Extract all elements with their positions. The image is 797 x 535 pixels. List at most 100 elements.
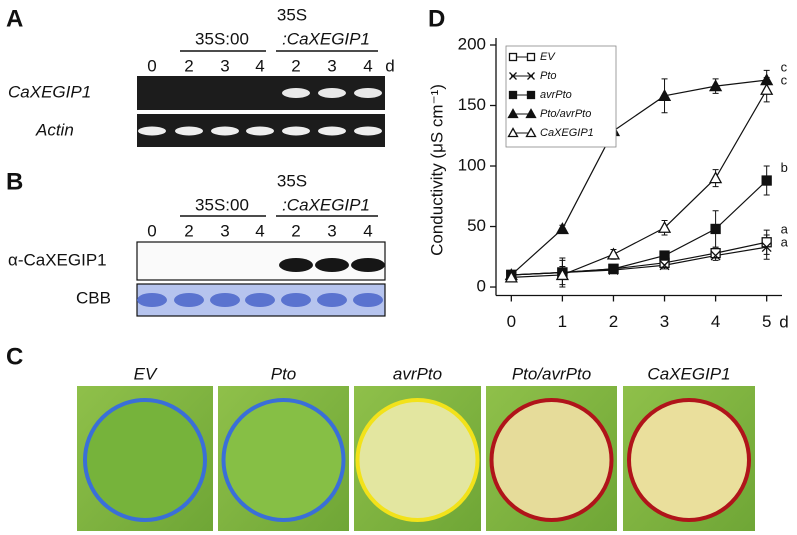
blot-band — [245, 293, 275, 307]
leaf-area — [357, 400, 478, 520]
series-line — [511, 241, 767, 276]
y-axis-label: Conductivity (μS cm⁻¹) — [427, 84, 446, 256]
lane-label: 3 — [220, 221, 229, 240]
marker — [761, 242, 772, 253]
image-label: Pto/avrPto — [512, 364, 591, 383]
marker — [761, 237, 772, 248]
marker — [507, 127, 519, 138]
panel-letter: C — [6, 343, 23, 370]
marker — [504, 270, 518, 283]
marker — [761, 175, 772, 186]
series-line — [511, 246, 767, 276]
lane-label: 4 — [363, 221, 372, 240]
blot-band — [174, 293, 204, 307]
gel-band — [354, 88, 382, 98]
lane-label: 4 — [363, 56, 372, 75]
x-tick-label: 3 — [660, 312, 669, 331]
row-label: Actin — [35, 120, 74, 139]
x-tick-label: 5 — [762, 312, 771, 331]
marker — [657, 220, 672, 233]
marker — [608, 263, 619, 275]
marker — [555, 268, 569, 281]
group-label: 35S:00 — [195, 29, 249, 48]
legend-box — [505, 45, 617, 148]
y-tick-label: 50 — [467, 216, 486, 235]
lane-label: 2 — [184, 221, 193, 240]
marker — [657, 88, 672, 101]
blot-band — [351, 258, 385, 272]
gel-band — [175, 126, 203, 136]
lane-label: 2 — [291, 56, 300, 75]
marker — [709, 79, 723, 92]
infiltration-ring — [355, 398, 480, 522]
series-line — [511, 180, 768, 276]
lane-label: 3 — [220, 56, 229, 75]
y-tick-label: 200 — [458, 34, 486, 53]
marker — [606, 247, 621, 260]
marker — [659, 260, 670, 271]
legend-label: CaXEGIP1 — [540, 127, 594, 139]
marker — [507, 108, 519, 119]
marker — [760, 82, 774, 95]
y-tick-label: 0 — [477, 277, 486, 296]
marker — [659, 250, 670, 261]
lane-label: 4 — [255, 221, 264, 240]
gel-band — [318, 88, 346, 98]
significance-letter: a — [781, 235, 789, 250]
blot-band — [317, 293, 347, 307]
blot-band — [315, 258, 349, 272]
y-tick-label: 150 — [458, 95, 486, 114]
group-label: 35S — [277, 171, 307, 190]
x-tick-label: 2 — [609, 312, 618, 331]
lane-label: 4 — [255, 56, 264, 75]
marker — [527, 72, 535, 80]
leaf-area — [629, 400, 749, 520]
marker — [526, 52, 536, 62]
group-label: :CaXEGIP1 — [282, 29, 370, 48]
legend-label: Pto/avrPto — [540, 108, 591, 120]
gel-band — [246, 126, 274, 136]
marker — [525, 127, 537, 138]
significance-letter: b — [781, 160, 788, 175]
gel-band — [138, 126, 166, 136]
marker — [709, 171, 723, 184]
infiltration-ring — [83, 398, 207, 522]
image-label: avrPto — [393, 364, 442, 383]
legend-label: EV — [540, 51, 556, 63]
unit-label: d — [385, 56, 394, 75]
group-label: 35S — [277, 5, 307, 24]
marker — [710, 223, 721, 235]
blot — [136, 241, 386, 281]
x-tick-label: 4 — [711, 312, 720, 331]
series-line — [510, 79, 767, 276]
group-label: :CaXEGIP1 — [282, 195, 370, 214]
legend-label: Pto — [540, 70, 557, 82]
lane-label: 2 — [291, 221, 300, 240]
gel-band — [354, 126, 382, 136]
leaf-area — [491, 400, 612, 520]
image-label: Pto — [271, 364, 297, 383]
blot-band — [210, 293, 240, 307]
lane-label: 0 — [147, 221, 156, 240]
group-label: 35S:00 — [195, 195, 249, 214]
significance-letter: c — [781, 73, 788, 88]
significance-letter: c — [781, 60, 788, 75]
series-line — [511, 89, 768, 278]
infiltration-ring — [627, 398, 751, 522]
blot-band — [137, 293, 167, 307]
blot-band — [353, 293, 383, 307]
gel-band — [318, 126, 346, 136]
lane-label: 3 — [327, 221, 336, 240]
row-label: α-CaXEGIP1 — [8, 250, 107, 269]
legend-label: avrPto — [540, 89, 572, 101]
panel-letter: D — [428, 5, 445, 32]
leaf-area — [85, 400, 205, 520]
marker — [526, 90, 536, 100]
infiltration-ring — [489, 398, 614, 522]
lane-label: 0 — [147, 56, 156, 75]
panel-letter: B — [6, 168, 23, 195]
gel-band — [282, 126, 310, 136]
panel-letter: A — [6, 5, 23, 32]
marker — [509, 72, 517, 80]
leaf-area — [223, 400, 344, 520]
